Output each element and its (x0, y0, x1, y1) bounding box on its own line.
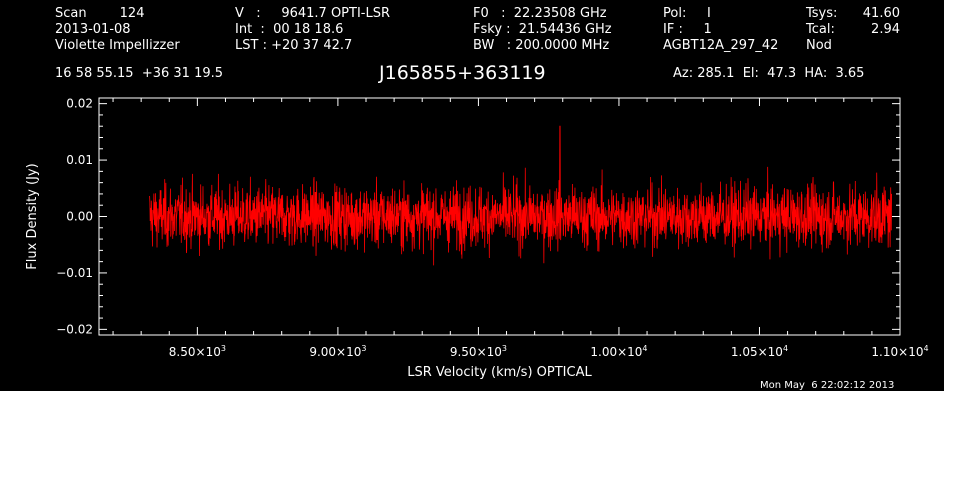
source-title: J165855+363119 (379, 62, 546, 84)
plot-timestamp: Mon May 6 22:02:12 2013 (760, 380, 895, 391)
ticks-layer: 8.50×103 9.00×103 9.50×103 1.00×104 1.05×104… (56, 97, 928, 359)
rest-frequency: F0 : 22.23508 GHz (473, 6, 607, 21)
spectrum-chart: 8.50×103 9.00×103 9.50×103 1.00×104 1.05×104… (25, 97, 929, 380)
y-tick-label-2: 0.00 (66, 210, 93, 224)
observer-name: Violette Impellizzer (55, 38, 180, 53)
x-tick-label-1: 9.00×103 (309, 344, 366, 359)
if-number: IF : 1 (663, 22, 712, 37)
y-tick-label-0: 0.02 (66, 97, 93, 111)
spectrum-line (149, 125, 892, 266)
spectrum-layer (149, 125, 892, 266)
lst-info: LST : +20 37 42.7 (235, 38, 353, 53)
tsys-value: 41.60 (862, 6, 900, 21)
nod-label: Nod (806, 38, 832, 53)
integration-time: Int : 00 18 18.6 (235, 22, 344, 37)
polarization: Pol: I (663, 6, 711, 21)
x-tick-label-2: 9.50×103 (450, 344, 507, 359)
x-tick-label-4: 1.05×104 (731, 344, 788, 359)
x-tick-label-5: 1.10×104 (871, 344, 928, 359)
y-axis-label: Flux Density (Jy) (25, 163, 40, 269)
y-tick-label-1: 0.01 (66, 153, 93, 167)
sky-frequency: Fsky : 21.54436 GHz (473, 22, 612, 37)
tcal-label: Tcal: (806, 22, 835, 37)
x-axis-label: LSR Velocity (km/s) OPTICAL (407, 365, 592, 380)
x-tick-label-0: 8.50×103 (169, 344, 226, 359)
tcal-value: 2.94 (871, 22, 900, 37)
source-coordinates: 16 58 55.15 +36 31 19.5 (55, 66, 224, 81)
project-id: AGBT12A_297_42 (663, 38, 779, 53)
tsys-label: Tsys: (806, 6, 838, 21)
observation-date: 2013-01-08 (55, 22, 131, 37)
velocity-info: V : 9641.7 OPTI-LSR (235, 6, 391, 21)
y-tick-label-3: −0.01 (56, 266, 93, 280)
scan-number: Scan 124 (55, 6, 145, 21)
bandwidth: BW : 200.0000 MHz (473, 38, 610, 53)
az-el-ha: Az: 285.1 El: 47.3 HA: 3.65 (673, 66, 865, 81)
plot-panel: Scan 124 2013-01-08 Violette Impellizzer… (0, 0, 944, 391)
x-tick-label-3: 1.00×104 (590, 344, 647, 359)
y-tick-label-4: −0.02 (56, 322, 93, 336)
